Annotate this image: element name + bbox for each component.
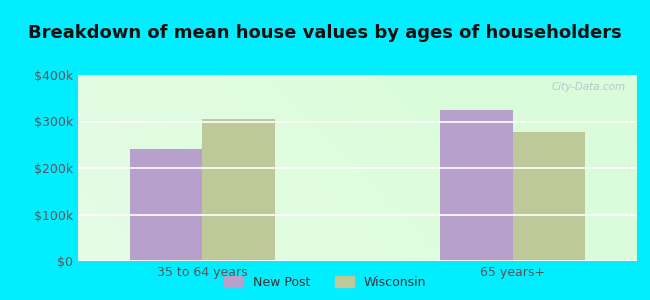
Text: Breakdown of mean house values by ages of householders: Breakdown of mean house values by ages o…: [28, 24, 622, 42]
Text: City-Data.com: City-Data.com: [552, 82, 626, 92]
Bar: [513, 132, 585, 261]
Bar: [202, 119, 275, 261]
Legend: New Post, Wisconsin: New Post, Wisconsin: [219, 271, 431, 294]
Bar: [440, 110, 513, 261]
Bar: [130, 149, 202, 261]
